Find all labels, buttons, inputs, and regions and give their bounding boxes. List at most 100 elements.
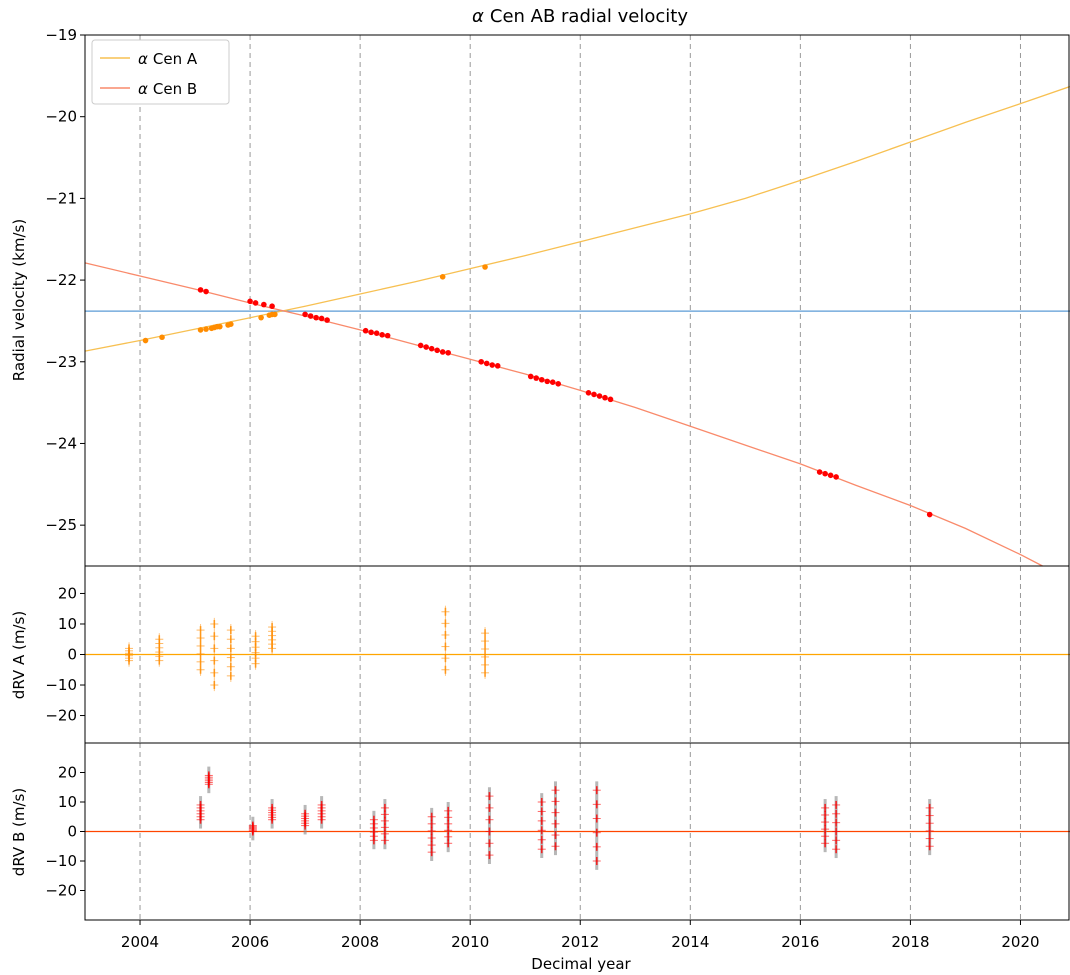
legend-label-cen-b: α Cen B bbox=[138, 80, 197, 98]
drv-b-ytick-label: 0 bbox=[67, 823, 77, 841]
rv-ylabel: Radial velocity (km/s) bbox=[10, 219, 28, 381]
rv-panel: −25 −24 −23 −22 −21 −20 −19 bbox=[45, 26, 1070, 567]
rv-point-cen-a bbox=[228, 321, 234, 327]
rv-point-cen-b bbox=[307, 313, 314, 319]
rv-ytick-label: −22 bbox=[45, 271, 77, 289]
rv-point-cen-b bbox=[544, 378, 551, 385]
rv-model-cen-b bbox=[84, 262, 1043, 567]
xtick-label: 2014 bbox=[671, 933, 709, 951]
rv-point-cen-b bbox=[362, 327, 369, 334]
rv-ytick-label: −24 bbox=[45, 434, 77, 452]
rv-model-cen-a bbox=[84, 85, 1070, 352]
rv-point-cen-b bbox=[423, 344, 429, 350]
rv-point-cen-b bbox=[555, 381, 562, 387]
drv-a-ytick-label: 10 bbox=[58, 615, 77, 633]
rv-point-cen-b bbox=[324, 317, 330, 323]
rv-frame bbox=[84, 34, 1070, 567]
drv-a-panel: −20 −10 0 10 20 bbox=[45, 565, 1070, 744]
drv-b-ytick-label: 10 bbox=[58, 793, 77, 811]
rv-point-cen-b bbox=[368, 329, 374, 336]
rv-point-cen-b bbox=[428, 345, 435, 352]
rv-point-cen-b bbox=[596, 393, 603, 399]
title-alpha-symbol: α bbox=[472, 6, 484, 27]
xtick-label: 2012 bbox=[561, 933, 599, 951]
rv-point-cen-b bbox=[445, 349, 451, 356]
rv-point-cen-a bbox=[482, 264, 488, 270]
rv-point-cen-b bbox=[373, 330, 380, 336]
rv-point-cen-b bbox=[822, 470, 828, 477]
rv-point-cen-b bbox=[585, 390, 592, 396]
drv-a-ytick-label: −20 bbox=[45, 707, 77, 725]
rv-point-cen-b bbox=[816, 469, 823, 475]
drv-a-ytick-label: 0 bbox=[67, 646, 77, 664]
rv-point-cen-b bbox=[197, 287, 204, 293]
rv-ytick-label: −25 bbox=[45, 516, 77, 534]
drv-b-ylabel: dRV B (m/s) bbox=[10, 788, 28, 876]
drv-b-ytick-label: −10 bbox=[45, 852, 77, 870]
rv-point-cen-a bbox=[142, 337, 149, 344]
rv-point-cen-b bbox=[538, 376, 545, 383]
legend-alpha-a: α bbox=[138, 50, 148, 68]
xtick-label: 2008 bbox=[341, 933, 379, 951]
rv-point-cen-b bbox=[302, 311, 308, 318]
chart-title: α Cen AB radial velocity bbox=[472, 6, 688, 27]
drv-b-ytick-label: 20 bbox=[58, 764, 77, 782]
drv-b-frame bbox=[84, 742, 1070, 921]
rv-point-cen-b bbox=[247, 298, 253, 305]
legend: α Cen A α Cen B bbox=[91, 39, 230, 105]
rv-point-cen-a bbox=[159, 334, 165, 341]
rv-point-cen-b bbox=[261, 301, 267, 308]
rv-point-cen-b bbox=[549, 379, 556, 385]
rv-point-cen-b bbox=[533, 375, 540, 381]
rv-point-cen-a bbox=[439, 274, 446, 280]
rv-point-cen-b bbox=[379, 332, 385, 338]
rv-point-cen-b bbox=[384, 332, 391, 339]
rv-point-cen-b bbox=[607, 396, 614, 403]
title-text: Cen AB radial velocity bbox=[490, 6, 688, 27]
rv-point-cen-a bbox=[272, 311, 278, 318]
rv-point-cen-b bbox=[527, 373, 534, 380]
drv-a-ytick-label: 20 bbox=[58, 584, 77, 602]
rv-point-cen-a bbox=[258, 314, 264, 321]
drv-b-ytick-label: −20 bbox=[45, 882, 77, 900]
rv-ytick-label: −21 bbox=[45, 189, 77, 207]
legend-text-a: Cen A bbox=[153, 50, 198, 68]
rv-point-cen-b bbox=[269, 303, 275, 310]
rv-point-cen-b bbox=[926, 511, 933, 518]
rv-point-cen-b bbox=[833, 474, 839, 480]
rv-point-cen-a bbox=[197, 327, 204, 333]
rv-point-cen-b bbox=[313, 314, 319, 321]
rv-point-cen-b bbox=[478, 358, 485, 365]
drv-b-panel: −20 −10 0 10 20 2004 2006 2008 2010 2012 2014 2016 2… bbox=[45, 742, 1070, 951]
rv-point-cen-b bbox=[602, 394, 608, 401]
rv-point-cen-b bbox=[252, 300, 259, 306]
rv-point-cen-b bbox=[439, 349, 446, 355]
rv-point-cen-a bbox=[217, 323, 223, 330]
drv-a-ylabel: dRV A (m/s) bbox=[10, 611, 28, 699]
xtick-label: 2016 bbox=[781, 933, 819, 951]
rv-point-cen-b bbox=[318, 315, 325, 322]
xtick-label: 2010 bbox=[451, 933, 489, 951]
legend-text-b: Cen B bbox=[153, 80, 197, 98]
rv-point-cen-b bbox=[483, 360, 490, 367]
drv-a-ytick-label: −10 bbox=[45, 676, 77, 694]
rv-point-cen-b bbox=[827, 472, 834, 479]
xtick-label: 2006 bbox=[231, 933, 269, 951]
xlabel: Decimal year bbox=[531, 955, 631, 973]
xtick-label: 2018 bbox=[891, 933, 929, 951]
rv-ytick-label: −23 bbox=[45, 353, 77, 371]
rv-point-cen-b bbox=[417, 342, 424, 349]
rv-ytick-label: −20 bbox=[45, 108, 77, 126]
rv-point-cen-a bbox=[203, 326, 209, 332]
rv-point-cen-b bbox=[203, 288, 209, 295]
rv-point-cen-b bbox=[489, 362, 496, 368]
legend-alpha-b: α bbox=[138, 80, 148, 98]
xtick-label: 2020 bbox=[1001, 933, 1039, 951]
rv-point-cen-b bbox=[494, 363, 501, 369]
legend-label-cen-a: α Cen A bbox=[138, 50, 198, 68]
rv-point-cen-b bbox=[591, 391, 597, 398]
xtick-label: 2004 bbox=[121, 933, 159, 951]
rv-ytick-label: −19 bbox=[45, 26, 77, 44]
rv-point-cen-b bbox=[434, 347, 440, 354]
